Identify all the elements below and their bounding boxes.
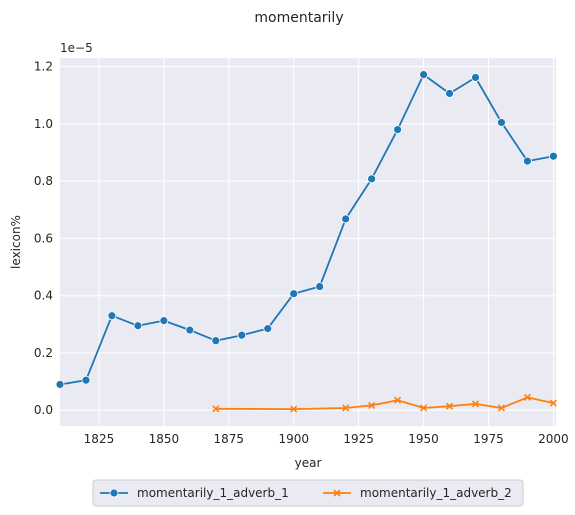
series-line: [59, 73, 554, 386]
y-tick-label: 1.2: [34, 60, 53, 74]
data-point: [393, 125, 402, 134]
data-point: [394, 396, 402, 404]
gridlines: [60, 58, 556, 426]
data-point: [368, 401, 376, 409]
y-axis-label: lexicon%: [9, 215, 23, 269]
legend-marker: [333, 489, 341, 497]
x-tick-label: 1850: [149, 432, 180, 446]
x-tick-label: 2000: [538, 432, 569, 446]
data-point: [497, 118, 506, 127]
x-tick-label: 1975: [473, 432, 504, 446]
data-point: [445, 89, 454, 98]
data-point: [445, 402, 454, 410]
data-point: [55, 380, 65, 389]
chart-title: momentarily: [254, 10, 343, 26]
data-point: [212, 405, 220, 413]
y-tick-label: 0.2: [34, 346, 53, 360]
y-tick-label: 0.8: [34, 174, 53, 188]
data-point: [289, 289, 299, 299]
data-point: [315, 282, 325, 291]
series-1: [55, 70, 558, 389]
legend-label: momentarily_1_adverb_2: [360, 486, 512, 500]
x-tick-label: 1825: [84, 432, 115, 446]
x-axis-ticks: 1825 1850 1875 1900 1925 1950 1975 2000: [84, 432, 569, 446]
data-point: [549, 151, 558, 161]
data-point: [237, 330, 247, 340]
data-point: [185, 325, 195, 335]
data-point: [523, 156, 532, 166]
legend-entry-1: momentarily_1_adverb_1: [100, 486, 289, 500]
data-point: [342, 404, 350, 412]
data-point: [81, 375, 91, 385]
data-point: [341, 214, 351, 224]
series-2: [212, 393, 557, 413]
x-axis-label: year: [295, 456, 322, 470]
y-tick-label: 0.0: [34, 403, 53, 417]
data-point: [549, 399, 557, 407]
data-point: [471, 73, 480, 82]
legend-marker: [109, 488, 119, 498]
data-point: [367, 174, 377, 184]
data-point: [497, 404, 506, 412]
y-tick-label: 0.4: [34, 289, 53, 303]
data-point: [471, 400, 480, 408]
data-point: [523, 393, 532, 401]
legend: momentarily_1_adverb_1 momentarily_1_adve…: [92, 479, 524, 507]
data-point: [159, 316, 169, 326]
x-tick-label: 1875: [214, 432, 245, 446]
plot-area: [60, 58, 556, 426]
y-axis-scale-note: 1e−5: [60, 41, 93, 55]
y-axis-ticks: 0.0 0.2 0.4 0.6 0.8 1.0 1.2: [34, 60, 53, 418]
legend-label: momentarily_1_adverb_1: [137, 486, 289, 500]
legend-frame: [92, 479, 524, 507]
x-tick-label: 1950: [408, 432, 439, 446]
y-tick-label: 1.0: [34, 117, 53, 131]
data-point: [263, 324, 273, 334]
y-tick-label: 0.6: [34, 231, 53, 245]
data-point: [133, 321, 143, 331]
x-tick-label: 1900: [278, 432, 309, 446]
data-point: [107, 311, 117, 321]
data-point: [419, 70, 428, 80]
data-point: [419, 404, 428, 412]
data-point: [211, 336, 221, 346]
legend-entry-2: momentarily_1_adverb_2: [323, 486, 512, 500]
data-point: [290, 405, 298, 413]
x-tick-label: 1925: [343, 432, 374, 446]
series-layer: [55, 70, 558, 413]
